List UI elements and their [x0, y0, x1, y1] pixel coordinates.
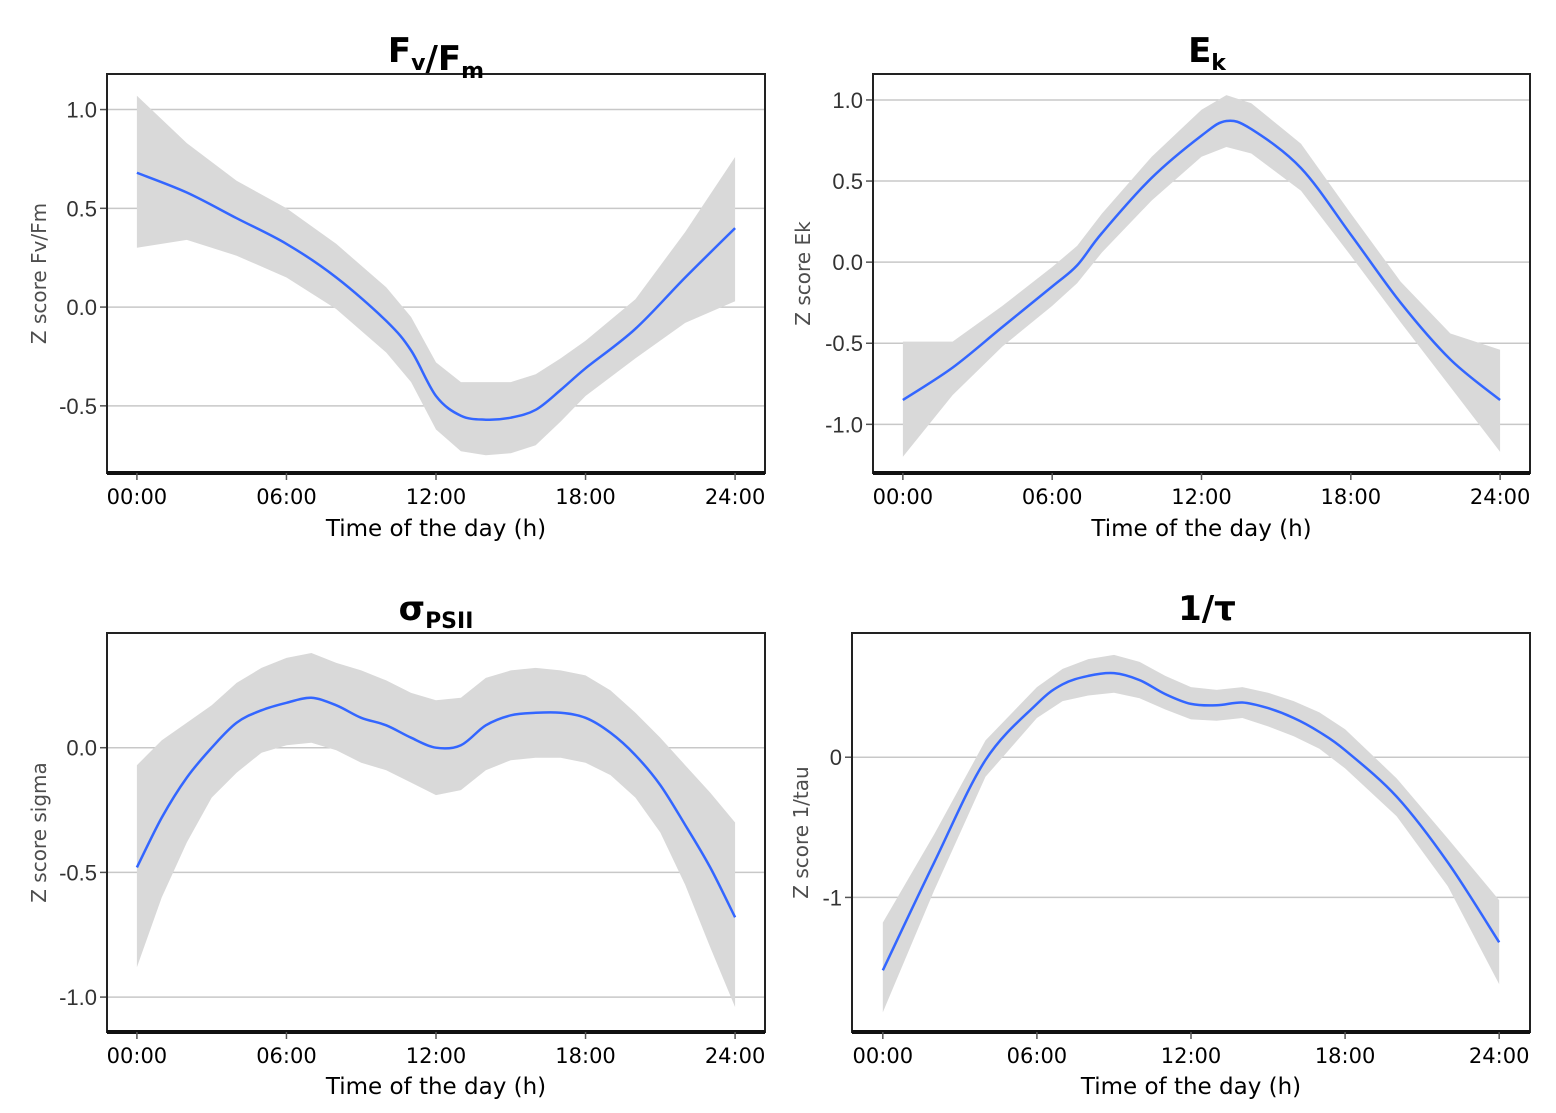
fit-line	[135, 696, 737, 918]
x-tick-label: 12:00	[406, 485, 467, 509]
x-tick-label: 12:00	[1171, 485, 1232, 509]
fit-line	[136, 171, 736, 422]
title-text: F	[388, 31, 411, 71]
confidence-ribbon	[136, 95, 736, 456]
y-tick-label: 0	[830, 745, 842, 770]
plot-background	[107, 633, 765, 1032]
fit-line	[902, 119, 1501, 402]
chart-title: Fv/Fm	[388, 31, 484, 84]
x-tick-label: 00:00	[107, 1044, 168, 1068]
x-tick-label: 18:00	[555, 1044, 616, 1068]
x-tick-label: 12:00	[1161, 1044, 1222, 1068]
x-axis-label: Time of the day (h)	[325, 1074, 546, 1100]
y-tick-label: 0.5	[832, 169, 863, 194]
y-axis-label: Z score Ek	[791, 221, 815, 326]
x-tick-label: 00:00	[873, 485, 934, 509]
x-axis-label: Time of the day (h)	[325, 516, 546, 542]
y-tick-label: -0.5	[59, 860, 97, 885]
x-tick-label: 12:00	[406, 1044, 467, 1068]
x-tick-label: 06:00	[256, 485, 317, 509]
y-tick-label: -1.0	[825, 412, 863, 437]
y-axis-label: Z score sigma	[27, 762, 51, 903]
y-tick-label: 1.0	[66, 98, 97, 123]
x-tick-label: 24:00	[705, 1044, 766, 1068]
title-subscript: PSII	[425, 609, 473, 634]
y-tick-label: 1.0	[832, 88, 863, 113]
y-tick-label: 0.0	[66, 736, 97, 761]
panel-inv_tau: 0 -1 00:00 06:00 12:00 18:00 24:00 Time of the …	[789, 589, 1531, 1100]
x-tick-label: 24:00	[705, 485, 766, 509]
fit-line	[881, 671, 1501, 971]
x-tick-label: 00:00	[853, 1044, 914, 1068]
x-axis-label: Time of the day (h)	[1090, 516, 1311, 542]
y-tick-label: -0.5	[825, 331, 863, 356]
y-tick-label: 0.5	[66, 196, 97, 221]
y-tick-label: 0.0	[832, 250, 863, 275]
panel-ek: 1.0 0.5 0.0 -0.5 -1.0 00:00 06:00 12:00 18:00 24:…	[791, 31, 1531, 542]
y-tick-label: 0.0	[66, 295, 97, 320]
title-subscript: m	[461, 59, 484, 84]
title-subscript: k	[1211, 51, 1227, 76]
confidence-ribbon	[882, 654, 1500, 1013]
x-tick-label: 00:00	[107, 485, 168, 509]
x-tick-label: 06:00	[256, 1044, 317, 1068]
y-tick-label: -1	[822, 885, 842, 910]
title-subscript: v	[411, 51, 426, 76]
panel-fvfm: 1.0 0.5 0.0 -0.5 00:00 06:00 12:00 18:00 24:00 Ti…	[27, 31, 766, 542]
x-axis-label: Time of the day (h)	[1080, 1074, 1301, 1100]
chart-title: 1/τ	[1178, 589, 1236, 629]
title-text: E	[1188, 31, 1211, 71]
title-text: σ	[399, 589, 425, 629]
x-tick-label: 18:00	[555, 485, 616, 509]
confidence-ribbon	[136, 653, 736, 1008]
title-text: /F	[425, 39, 461, 79]
x-tick-label: 18:00	[1321, 485, 1382, 509]
panel-sigma: 0.0 -0.5 -1.0 00:00 06:00 12:00 18:00 24:00 Time…	[27, 589, 766, 1100]
x-tick-label: 06:00	[1022, 485, 1083, 509]
x-tick-label: 18:00	[1315, 1044, 1376, 1068]
y-tick-label: -1.0	[59, 985, 97, 1010]
x-tick-label: 24:00	[1469, 1044, 1530, 1068]
x-tick-label: 06:00	[1007, 1044, 1068, 1068]
x-tick-label: 24:00	[1470, 485, 1531, 509]
title-text: 1/τ	[1178, 589, 1236, 629]
chart-title: Ek	[1188, 31, 1227, 76]
y-axis-label: Z score Fv/Fm	[27, 203, 51, 344]
y-axis-label: Z score 1/tau	[789, 766, 813, 898]
y-tick-label: -0.5	[59, 394, 97, 419]
chart-title: σPSII	[399, 589, 474, 634]
